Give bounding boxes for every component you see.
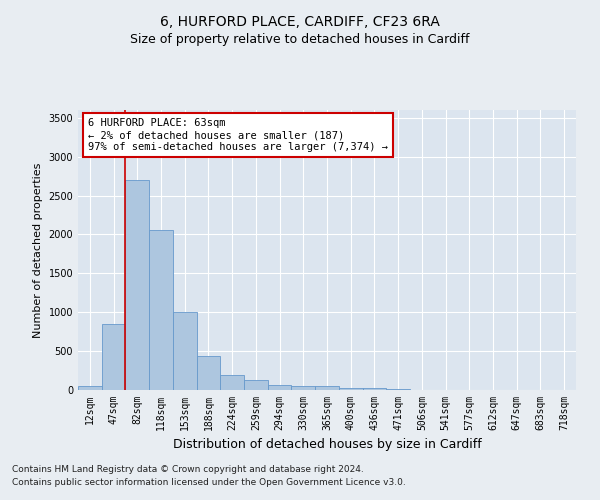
X-axis label: Distribution of detached houses by size in Cardiff: Distribution of detached houses by size … (173, 438, 481, 452)
Bar (78, 386, 102, 390)
Bar (220, 375, 244, 390)
Bar (197, 356, 220, 390)
Text: Contains HM Land Registry data © Crown copyright and database right 2024.: Contains HM Land Registry data © Crown c… (12, 466, 364, 474)
Text: 6 HURFORD PLACE: 63sqm
← 2% of detached houses are smaller (187)
97% of semi-det: 6 HURFORD PLACE: 63sqm ← 2% of detached … (88, 118, 388, 152)
Bar (362, 388, 386, 390)
Bar (339, 388, 362, 390)
Bar (102, 324, 125, 390)
Bar (292, 386, 315, 390)
Text: 6, HURFORD PLACE, CARDIFF, CF23 6RA: 6, HURFORD PLACE, CARDIFF, CF23 6RA (160, 15, 440, 29)
Text: Size of property relative to detached houses in Cardiff: Size of property relative to detached ho… (130, 32, 470, 46)
Bar (244, 380, 268, 390)
Bar (268, 385, 292, 390)
Bar (386, 389, 410, 390)
Bar (315, 386, 339, 390)
Bar (173, 312, 197, 390)
Bar (149, 230, 173, 390)
Text: Contains public sector information licensed under the Open Government Licence v3: Contains public sector information licen… (12, 478, 406, 487)
Bar (125, 180, 149, 390)
Y-axis label: Number of detached properties: Number of detached properties (33, 162, 43, 338)
